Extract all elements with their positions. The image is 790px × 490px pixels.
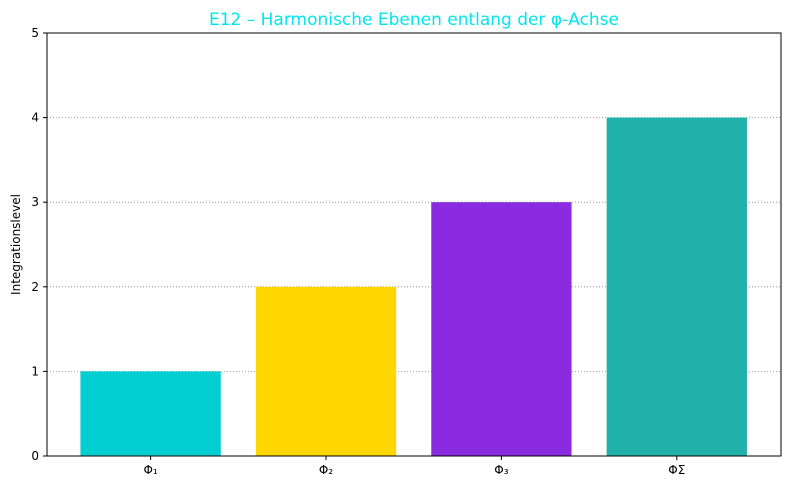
y-tick-label: 4 [31,111,39,125]
y-tick-label: 1 [31,364,39,378]
plot-frame [46,32,782,457]
y-axis-ticks: 0 1 2 3 4 5 [31,26,47,463]
y-tick-label: 5 [31,26,39,40]
chart-title: E12 – Harmonische Ebenen entlang der φ-A… [209,10,619,30]
bars [80,117,747,456]
x-axis-ticks: Φ₁ Φ₂ Φ₃ ΦΣ [143,456,685,477]
bar [431,202,572,456]
x-tick-label: Φ₁ [143,463,157,477]
y-axis-label: Integrationslevel [9,194,23,295]
y-tick-label: 2 [31,280,39,294]
x-tick-label: Φ₂ [319,463,333,477]
bar [255,286,397,456]
bar [80,371,221,456]
y-tick-label: 0 [31,449,39,463]
bar [606,117,747,456]
y-tick-label: 3 [31,195,39,209]
gridlines [47,117,781,372]
x-tick-label: Φ₃ [494,463,508,477]
x-tick-label: ΦΣ [668,463,685,477]
